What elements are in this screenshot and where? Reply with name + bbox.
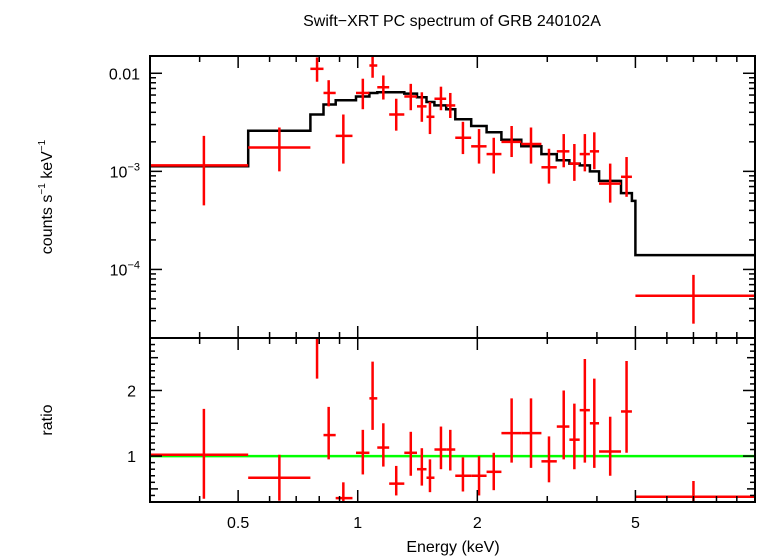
x-tick-label-0: 0.5: [227, 515, 249, 532]
chart-title: Swift−XRT PC spectrum of GRB 240102A: [303, 13, 601, 30]
spectrum-point-24: [599, 163, 622, 203]
spectrum-point-10: [417, 92, 427, 122]
ratio-point-5: [355, 429, 370, 475]
spectrum-point-23: [589, 132, 600, 170]
x-tick-label-3: 5: [631, 515, 640, 532]
spectrum-y-tick-label-1: 10−3: [110, 161, 140, 181]
ratio-point-24: [599, 416, 622, 476]
ratio-point-20: [556, 390, 570, 460]
x-tick-label-1: 1: [353, 515, 362, 532]
x-axis-label: Energy (keV): [406, 539, 499, 556]
y-label-counts: counts s: [39, 195, 56, 255]
ratio-point-19: [541, 436, 557, 483]
ratio-point-7: [377, 423, 390, 467]
model-step-line: [150, 91, 755, 257]
x-tick-labels: 0.5 1 2 5: [227, 515, 640, 532]
spectrum-point-14: [455, 121, 472, 155]
ratio-point-18: [521, 398, 542, 468]
ratio-point-3: [323, 406, 336, 460]
y-tick-base: 10: [110, 262, 128, 279]
y-tick-exponent: −3: [127, 161, 140, 173]
y-label-exp1: −1: [37, 183, 48, 195]
ratio-y-tick-label-1: 2: [127, 383, 136, 400]
spectrum-point-20: [556, 134, 570, 168]
spectrum-point-9: [404, 83, 418, 111]
ratio-point-9: [404, 431, 418, 476]
spectrum-point-3: [323, 80, 336, 107]
spectrum-point-12: [434, 86, 447, 111]
ratio-point-12: [434, 426, 447, 470]
spectrum-point-11: [426, 101, 435, 135]
ratio-data-points: [150, 338, 755, 502]
ratio-point-22: [579, 358, 590, 463]
x-tick-label-2: 2: [473, 515, 482, 532]
spectrum-point-6: [369, 56, 378, 78]
spectrum-point-19: [541, 148, 557, 184]
spectrum-y-axis-label: counts s−1 keV−1: [37, 139, 56, 254]
y-tick-base: 10: [110, 164, 128, 181]
spectrum-y-tick-label-2: 10−4: [110, 259, 140, 279]
spectrum-point-1: [248, 127, 311, 172]
ratio-point-13: [446, 429, 456, 471]
ratio-point-6: [369, 361, 378, 430]
y-label-kev: keV: [39, 151, 56, 183]
spectrum-point-8: [389, 98, 405, 131]
ratio-point-8: [389, 465, 405, 496]
ratio-panel-frame: [149, 337, 756, 503]
ratio-point-17: [501, 398, 522, 463]
ratio-point-21: [569, 403, 580, 470]
spectrum-point-16: [486, 137, 502, 174]
spectrum-point-22: [579, 134, 590, 172]
spectrum-point-25: [621, 157, 632, 197]
spectrum-point-18: [521, 127, 542, 164]
ratio-y-tick-label-0: 1: [127, 449, 136, 466]
ratio-point-25: [621, 360, 632, 453]
ratio-y-tick-labels: 12: [127, 383, 136, 466]
ratio-y-axis-label: ratio: [39, 404, 56, 435]
spectrum-point-0: [150, 135, 249, 206]
spectrum-point-21: [569, 144, 580, 181]
ratio-point-10: [417, 448, 427, 486]
ratio-point-11: [426, 459, 435, 493]
ratio-point-23: [589, 378, 600, 468]
spectrum-point-17: [501, 126, 522, 158]
ratio-point-2: [315, 338, 319, 379]
ratio-point-1: [248, 454, 311, 501]
spectrum-point-7: [377, 75, 390, 100]
spectrum-point-15: [471, 129, 487, 164]
ratio-point-15: [471, 456, 487, 496]
spectrum-point-2: [310, 57, 324, 82]
ratio-point-16: [486, 452, 502, 491]
y-label-exp2: −1: [37, 139, 48, 151]
spectrum-point-5: [355, 78, 370, 110]
spectrum-y-tick-label-0: 0.01: [109, 66, 140, 83]
spectrum-data-points: [150, 56, 755, 324]
spectrum-point-13: [446, 92, 456, 118]
ratio-point-14: [455, 457, 472, 492]
ratio-axis-ticks: [149, 337, 756, 503]
y-tick-exponent: −4: [127, 259, 140, 271]
y-tick-base: 0.01: [109, 66, 140, 83]
spectrum-point-26: [635, 274, 755, 324]
ratio-panel: 12 ratio: [39, 337, 756, 503]
ratio-point-0: [150, 408, 249, 499]
spectrum-point-4: [335, 114, 353, 164]
model-curve: [150, 91, 755, 257]
